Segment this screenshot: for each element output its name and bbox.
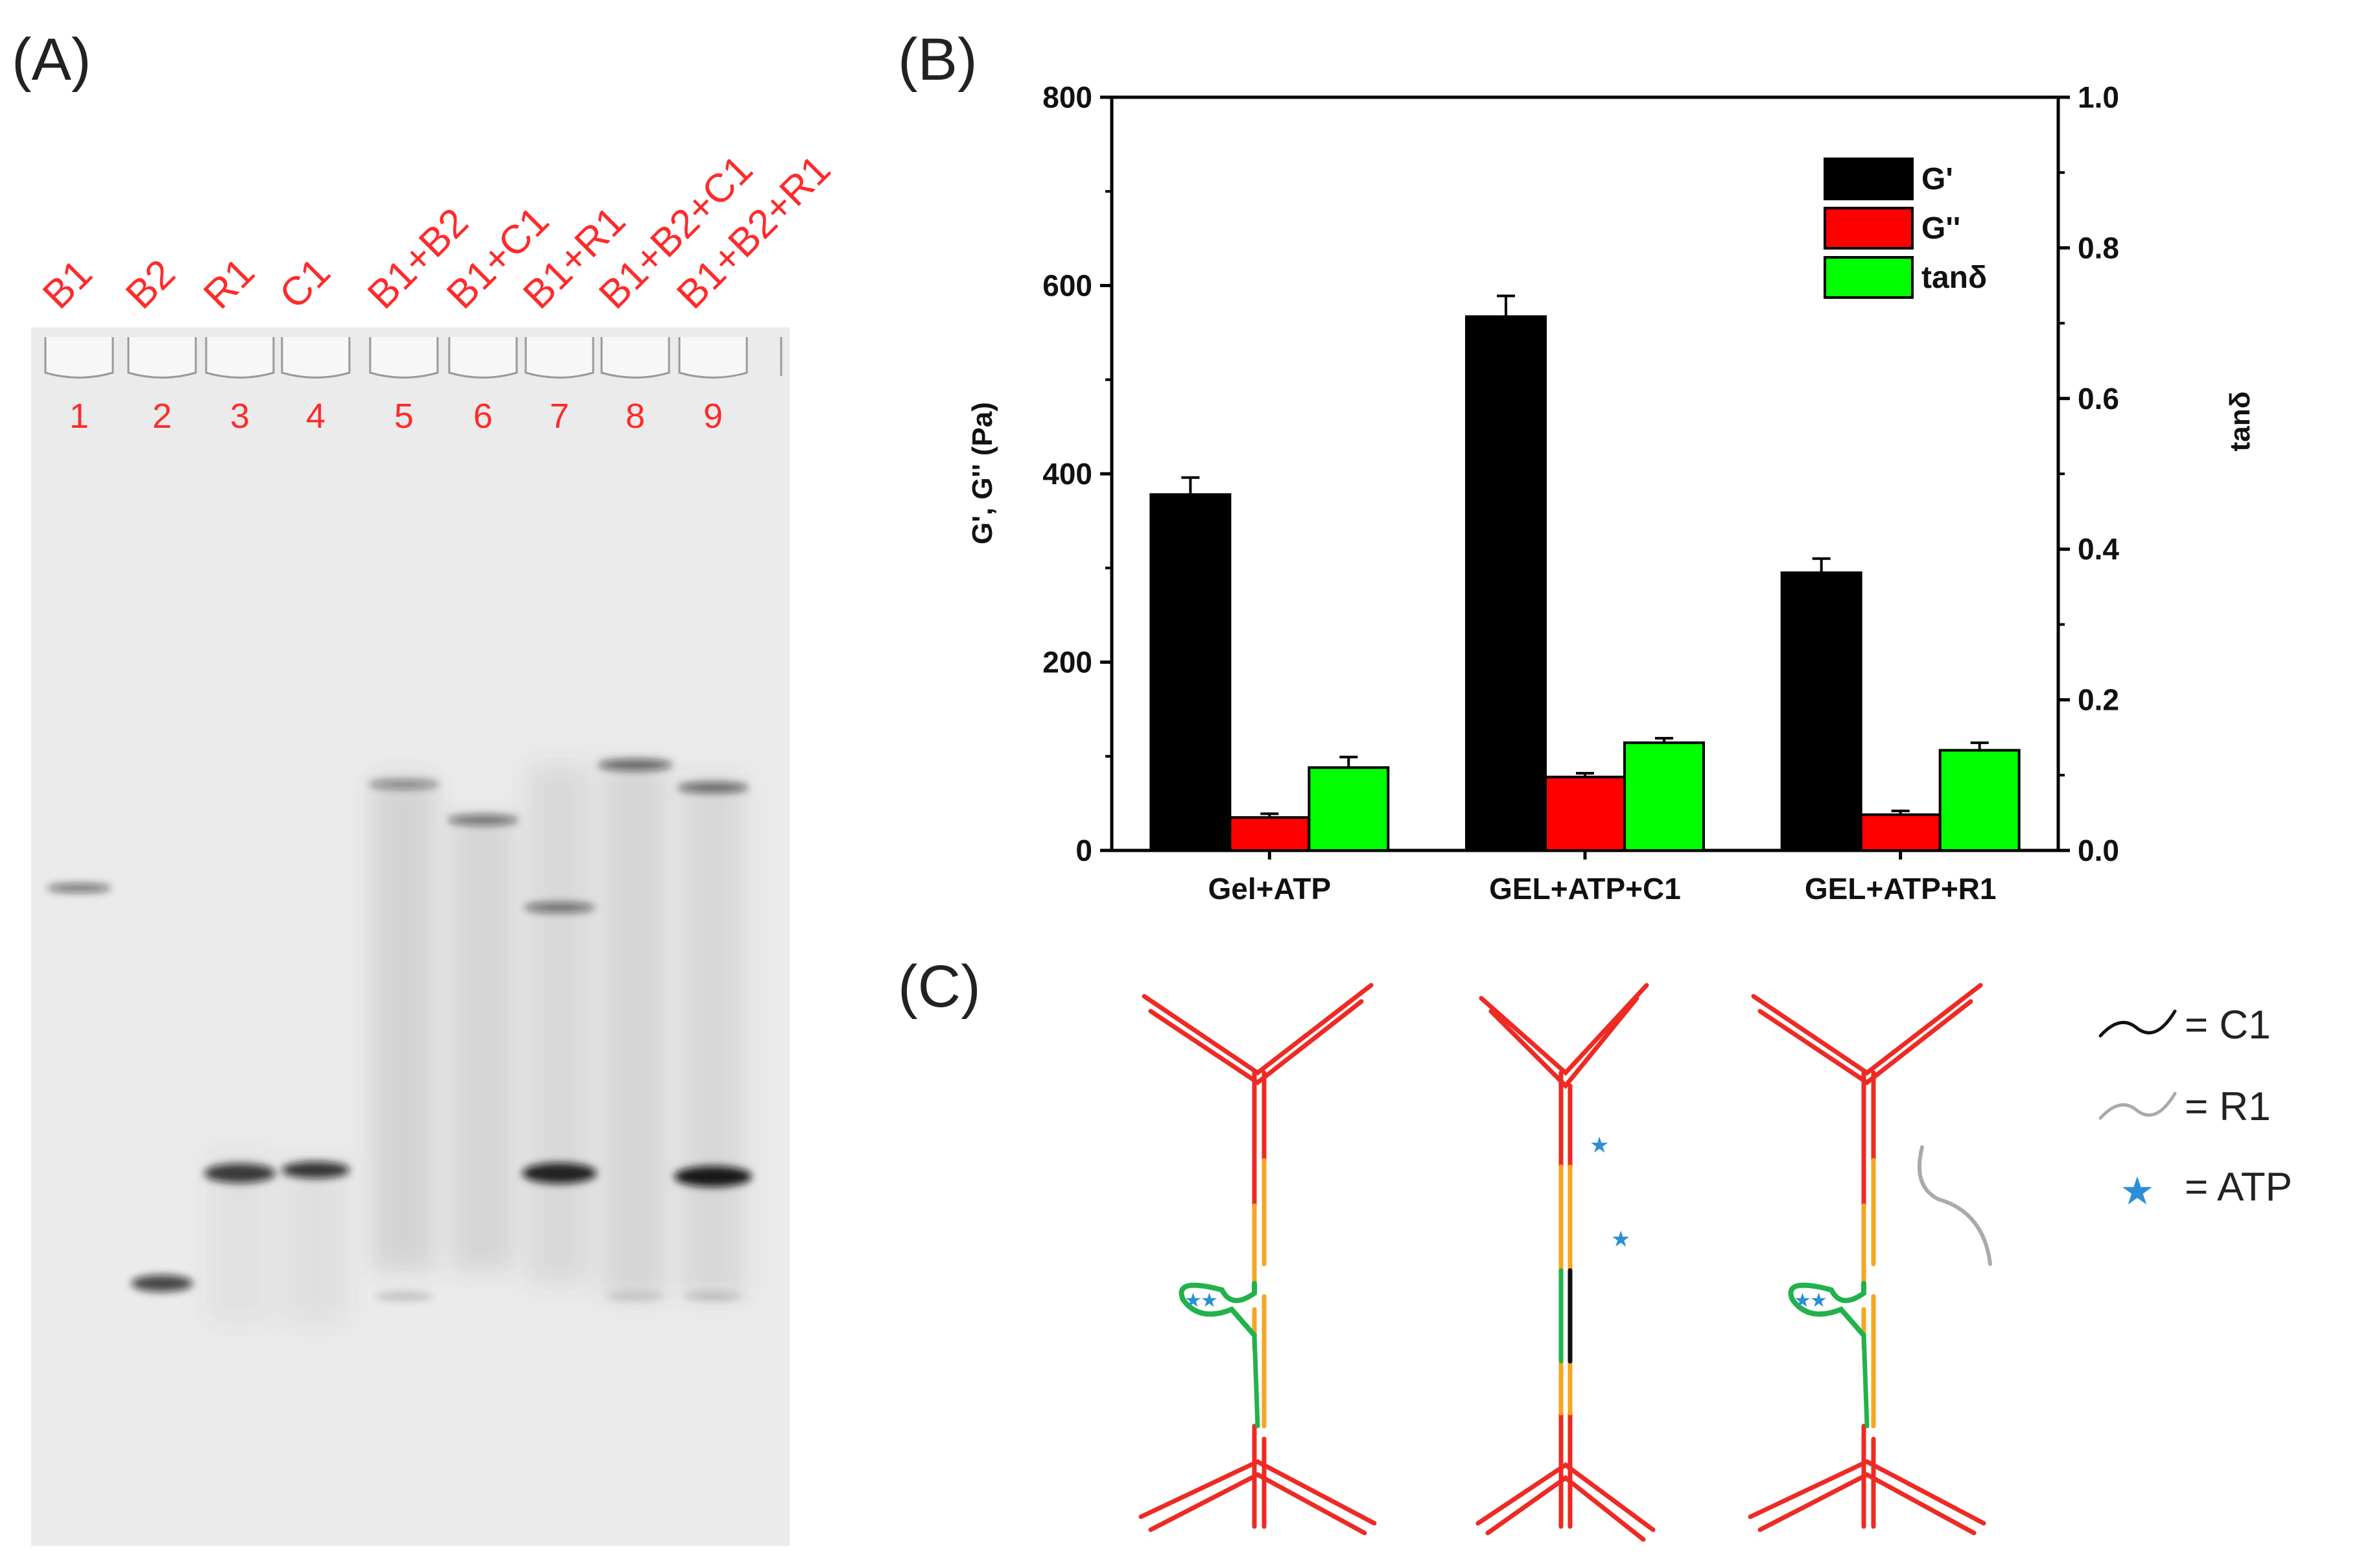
- panel-c-label: (C): [898, 954, 981, 1020]
- gel-smear: [373, 778, 435, 1270]
- gel-smear: [682, 778, 744, 1296]
- gel-band: [447, 815, 519, 825]
- gel-well: [448, 337, 518, 379]
- bar-g-double-prime: [1544, 775, 1626, 852]
- crosslink-structure-r1-unbound: ★ ★: [1748, 983, 1992, 1536]
- lane-name-label: C1: [271, 250, 339, 318]
- rheology-bar-chart: 0 200 400 600 800 0.0 0.2 0.4 0.6 0.8 1.0 Gel+ATP GE…: [967, 80, 2256, 906]
- legend-swatch: [1824, 256, 1914, 299]
- r1-strand-icon: [1917, 1145, 1992, 1266]
- y-tick-label: 800: [1042, 80, 1092, 114]
- bar-g-double-prime: [1859, 813, 1942, 852]
- x-tick-label: GEL+ATP+C1: [1489, 872, 1681, 906]
- lane-name-label: B2: [117, 251, 183, 317]
- gel-smear: [452, 817, 514, 1270]
- lane-number-label: 2: [152, 397, 172, 436]
- plot-frame: [1110, 95, 2060, 852]
- x-tick-label: GEL+ATP+R1: [1805, 872, 1997, 906]
- bar-tan-delta: [1308, 766, 1390, 852]
- lane-number-label: 6: [473, 397, 493, 436]
- bar-g-prime: [1149, 493, 1232, 852]
- gel-band: [524, 902, 595, 913]
- gel-band: [522, 1163, 597, 1184]
- lane-name-label: R1: [195, 250, 263, 318]
- legend-label: G'': [1921, 211, 1960, 246]
- legend-swatch: [1824, 158, 1914, 200]
- atp-star-icon: ★: [1794, 1289, 1811, 1312]
- gel-band: [375, 1293, 433, 1300]
- y-tick-label: 200: [1042, 646, 1092, 679]
- gel-well: [44, 337, 114, 379]
- y-tick-label: 0: [1075, 834, 1092, 867]
- atp-star-icon: ★: [1611, 1226, 1630, 1252]
- gel-well: [205, 337, 275, 379]
- gel-well: [600, 337, 670, 379]
- y2-tick-label: 0.2: [2078, 683, 2119, 717]
- y2-tick-label: 0.8: [2078, 231, 2119, 264]
- gel-band: [131, 1275, 193, 1292]
- legend-label: G': [1921, 162, 1953, 196]
- y-axis-label: G', G'' (Pa): [967, 402, 998, 544]
- gel-band: [368, 780, 440, 789]
- hydrogel-schematic: ★ ★ ★ ★: [1138, 983, 2292, 1542]
- legend-atp-label: = ATP: [2185, 1165, 2292, 1210]
- lane-number-label: 1: [69, 397, 89, 436]
- legend-label: tanδ: [1921, 261, 1987, 295]
- legend-r1-label: = R1: [2185, 1084, 2271, 1129]
- bar-tan-delta: [1938, 749, 2021, 852]
- gel-band: [684, 1293, 742, 1300]
- lane-number-label: 5: [394, 397, 414, 436]
- atp-star-icon: ★: [1184, 1289, 1202, 1312]
- lane-number-label: 4: [306, 397, 325, 436]
- gel-band: [204, 1164, 276, 1183]
- lane-number-label: 8: [626, 397, 645, 436]
- legend-c1-label: = C1: [2185, 1003, 2271, 1047]
- atp-star-icon: ★: [1590, 1132, 1609, 1158]
- gel-well: [678, 337, 748, 379]
- lane-number-label: 7: [550, 397, 569, 436]
- gel-band: [598, 759, 673, 771]
- legend-swatch: [1824, 207, 1914, 250]
- gel-well: [524, 337, 594, 379]
- y2-tick-label: 1.0: [2078, 80, 2119, 114]
- black-wave-icon: [2098, 1009, 2177, 1038]
- gel-band: [674, 1166, 752, 1187]
- x-tick-label: Gel+ATP: [1208, 872, 1332, 906]
- bar-tan-delta: [1623, 741, 1705, 852]
- y-tick-label: 600: [1042, 269, 1092, 303]
- blue-star-icon: ★: [2120, 1169, 2155, 1214]
- schematic-legend: = C1 = R1 ★ = ATP: [2098, 1003, 2292, 1214]
- gray-wave-icon: [2098, 1092, 2177, 1120]
- gel-smear: [285, 1160, 347, 1322]
- gel-well: [127, 337, 197, 379]
- crosslink-structure-c1-bound: ★ ★: [1475, 983, 1656, 1542]
- gel-band: [677, 782, 749, 793]
- bar-g-prime: [1780, 571, 1862, 852]
- gel-smear: [604, 765, 666, 1296]
- atp-star-icon: ★: [1201, 1289, 1218, 1312]
- gel-image: B1 B2 R1 C1 B1+B2B1+C1B1+R1B1+B2+C1B1+B2+R1 …: [31, 147, 839, 1546]
- y2-tick-label: 0.6: [2078, 382, 2119, 415]
- bar-g-prime: [1465, 315, 1547, 852]
- bar-g-double-prime: [1228, 816, 1311, 852]
- y2-axis-label: tanδ: [2224, 392, 2256, 452]
- crosslink-structure-atp-bound: ★ ★: [1138, 983, 1377, 1536]
- lane-name-label: B1: [34, 251, 100, 317]
- gel-well: [281, 337, 351, 379]
- y-tick-label: 400: [1042, 457, 1092, 491]
- gel-band: [606, 1293, 664, 1300]
- panel-b-label: (B): [898, 27, 978, 93]
- gel-band: [47, 883, 112, 893]
- atp-star-icon: ★: [1810, 1289, 1827, 1312]
- gel-smear: [528, 765, 591, 1283]
- y2-tick-label: 0.4: [2078, 532, 2119, 566]
- y2-tick-label: 0.0: [2078, 834, 2119, 867]
- panel-a-label: (A): [12, 27, 91, 93]
- gel-band: [281, 1162, 350, 1178]
- gel-well: [369, 337, 439, 379]
- lane-number-label: 9: [703, 397, 723, 436]
- lane-number-label: 3: [230, 397, 250, 436]
